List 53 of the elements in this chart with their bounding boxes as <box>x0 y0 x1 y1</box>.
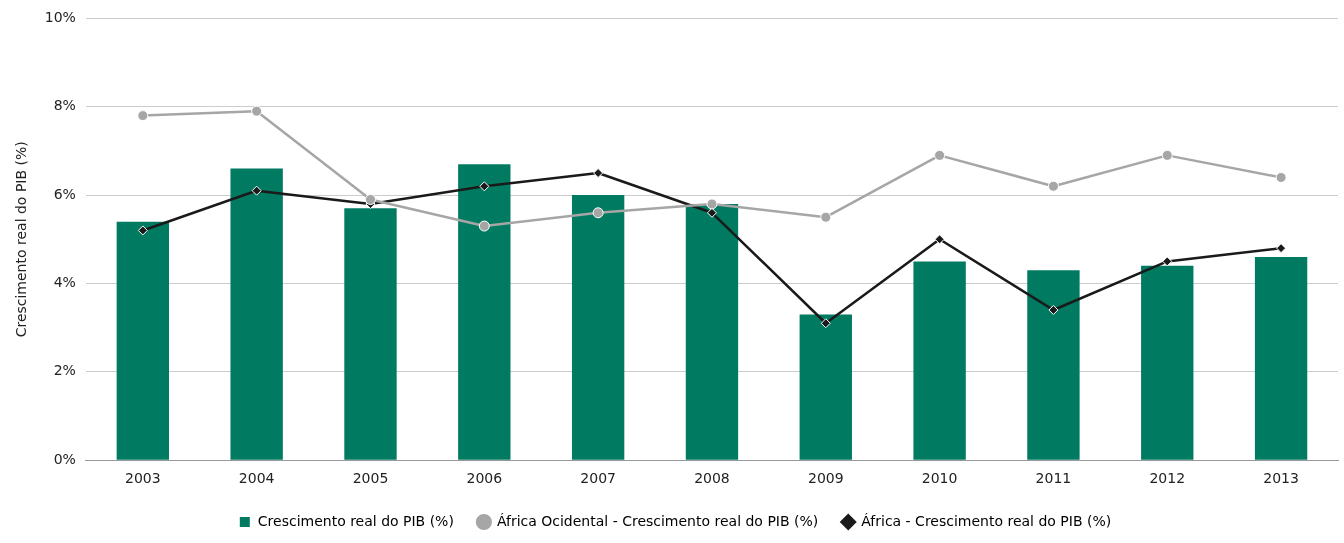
point <box>592 207 604 219</box>
point <box>1275 171 1287 183</box>
x-tick-label: 2005 <box>352 470 389 487</box>
point <box>1161 149 1173 161</box>
point <box>1162 256 1173 267</box>
x-tick-label: 2010 <box>921 470 958 487</box>
y-tick-label: 2% <box>53 362 76 379</box>
bar <box>913 261 966 460</box>
y-tick-label: 0% <box>53 450 76 467</box>
point <box>1276 243 1287 254</box>
point <box>251 105 263 117</box>
x-tick-label: 2006 <box>466 470 503 487</box>
point <box>364 194 376 206</box>
point <box>593 168 604 179</box>
bar <box>685 203 739 460</box>
point <box>478 220 490 232</box>
x-tick-label: 2013 <box>1263 470 1299 487</box>
x-tick-label: 2003 <box>125 470 161 487</box>
bar <box>458 164 511 460</box>
point <box>820 211 832 223</box>
y-tick-label: 6% <box>53 185 76 202</box>
point <box>137 110 149 122</box>
bar <box>1141 265 1194 460</box>
point <box>934 234 945 245</box>
legend-label: Crescimento real do PIB (%) <box>257 512 454 529</box>
point <box>706 198 718 210</box>
point <box>1048 304 1059 315</box>
y-tick-label: 4% <box>53 274 76 291</box>
y-tick-label: 8% <box>53 97 76 114</box>
y-axis-title: Crescimento real do PIB (%) <box>13 141 30 338</box>
legend-label: África Ocidental - Crescimento real do PIB (%) <box>496 512 819 529</box>
bar <box>571 195 625 460</box>
x-tick-label: 2012 <box>1149 470 1186 487</box>
point <box>934 149 946 161</box>
point <box>479 181 490 192</box>
bar <box>1027 270 1080 460</box>
bar <box>230 168 283 460</box>
x-tick-label: 2007 <box>580 470 616 487</box>
x-tick-label: 2009 <box>807 470 844 487</box>
bar <box>1254 256 1308 460</box>
x-tick-label: 2004 <box>238 470 275 487</box>
bar <box>344 208 397 460</box>
point <box>137 225 148 236</box>
y-tick-label: 10% <box>44 9 76 26</box>
point <box>820 318 831 329</box>
bar <box>799 314 852 460</box>
bar <box>116 221 170 460</box>
point <box>251 185 262 196</box>
x-tick-label: 2011 <box>1035 470 1072 487</box>
x-tick-label: 2008 <box>694 470 730 487</box>
point <box>1047 180 1059 192</box>
legend-label: África - Crescimento real do PIB (%) <box>861 512 1112 529</box>
point <box>706 207 717 218</box>
